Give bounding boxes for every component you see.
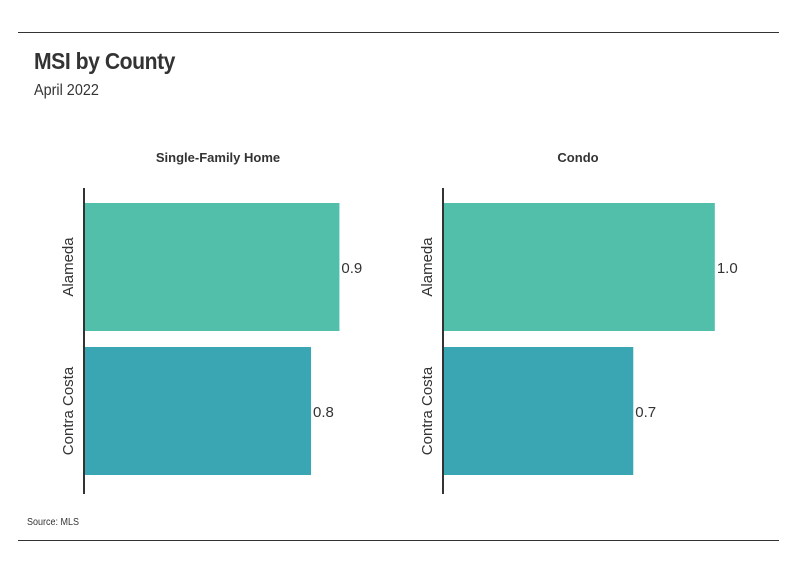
top-rule: [18, 32, 779, 33]
chart-subtitle: April 2022: [34, 82, 99, 99]
condo-value-label-contra-costa: 0.7: [635, 404, 656, 421]
single-family-bar-alameda: [84, 203, 340, 331]
single-family-category-label-alameda: Alameda: [60, 237, 77, 297]
single-family-category-label-contra-costa: Contra Costa: [60, 366, 77, 455]
condo-category-label-alameda: Alameda: [419, 237, 436, 297]
condo-category-label-contra-costa: Contra Costa: [419, 366, 436, 455]
condo-bar-contra-costa: [443, 347, 634, 475]
chart-title: MSI by County: [34, 48, 175, 74]
condo-bar-alameda: [443, 203, 715, 331]
source-note: Source: MLS: [27, 517, 80, 528]
condo-value-label-alameda: 1.0: [717, 260, 738, 277]
single-family-value-label-alameda: 0.9: [341, 260, 362, 277]
single-family-value-label-contra-costa: 0.8: [313, 404, 334, 421]
condo-panel-title: Condo: [557, 150, 598, 165]
single-family-panel-title: Single-Family Home: [156, 150, 280, 165]
bottom-rule: [18, 540, 779, 541]
single-family-bar-contra-costa: [84, 347, 312, 475]
